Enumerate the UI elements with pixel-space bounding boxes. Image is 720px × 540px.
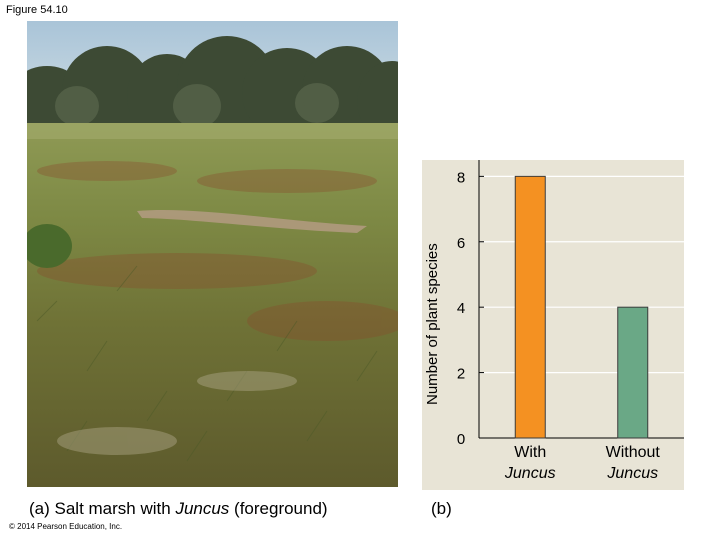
y-tick-label: 6 (457, 235, 465, 252)
x-tick-label-line2: Juncus (606, 465, 658, 482)
y-tick-label: 2 (457, 366, 465, 383)
caption-a: (a) Salt marsh with Juncus (foreground) (29, 499, 328, 519)
bar-1 (514, 175, 546, 439)
x-tick-label-line1: With (514, 444, 546, 461)
caption-a-italic: Juncus (175, 499, 230, 518)
y-tick-label: 0 (457, 431, 465, 448)
bar-2 (617, 306, 649, 439)
y-tick-label: 8 (457, 169, 465, 186)
y-tick-label: 4 (457, 300, 465, 317)
figure-label: Figure 54.10 (6, 4, 68, 16)
caption-a-suffix: (foreground) (229, 499, 328, 518)
caption-a-prefix: (a) Salt marsh with (29, 499, 176, 518)
caption-b: (b) (431, 499, 452, 518)
x-tick-label-line2: Juncus (504, 465, 556, 482)
y-axis-label: Number of plant species (424, 243, 441, 405)
salt-marsh-photo (27, 21, 398, 487)
x-tick-label-line1: Without (606, 444, 661, 461)
chart-svg: 0 2 4 6 8 With Juncus Without Juncus (422, 160, 684, 490)
copyright: © 2014 Pearson Education, Inc. (9, 522, 123, 531)
bar-chart: 0 2 4 6 8 With Juncus Without Juncus (422, 160, 684, 490)
